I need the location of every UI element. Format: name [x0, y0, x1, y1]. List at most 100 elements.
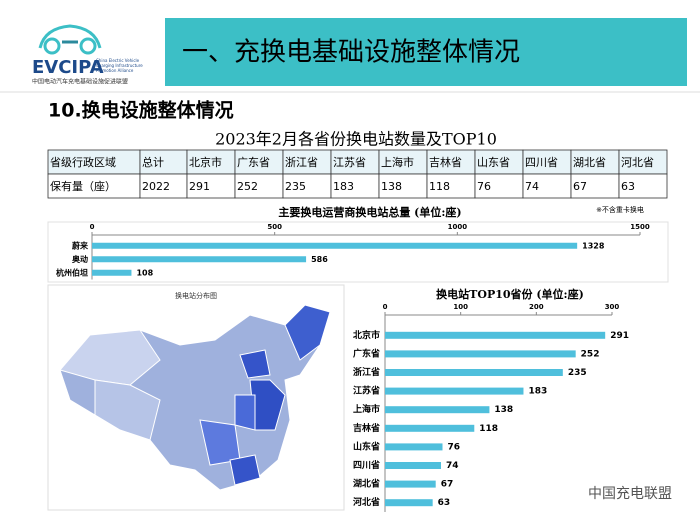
bar [385, 462, 441, 469]
logo-text: EVCIPA [32, 57, 104, 78]
map-title: 换电站分布图 [175, 291, 217, 300]
table-text: 总计 [142, 155, 164, 169]
value-label: 138 [494, 405, 513, 415]
table-text: 183 [333, 180, 354, 193]
table-text: 浙江省 [285, 156, 318, 169]
table-cell [618, 173, 668, 199]
category-label: 奥动 [71, 254, 88, 264]
x-tick-label: 0 [90, 223, 95, 231]
value-label: 63 [438, 498, 451, 508]
table-text: 67 [573, 180, 587, 193]
table-text: 山东省 [477, 156, 510, 169]
x-tick-label: 1500 [630, 223, 650, 231]
chart-title: 主要换电运营商换电站总量 (单位:座) [278, 205, 461, 219]
table-text: 省级行政区域 [50, 155, 116, 169]
value-label: 1328 [582, 241, 605, 250]
title-band [165, 18, 687, 86]
category-label: 杭州伯坦 [56, 267, 88, 277]
table-cell [234, 149, 284, 175]
value-label: 291 [610, 331, 629, 341]
table-cell [618, 149, 668, 175]
chart-title: 换电站TOP10省份 (单位:座) [436, 287, 584, 301]
x-tick-label: 300 [605, 303, 620, 311]
x-tick-label: 200 [529, 303, 544, 311]
bar [385, 387, 524, 395]
watermark: 中国充电联盟 [588, 486, 672, 502]
table-text: 118 [429, 180, 450, 193]
table-cell [47, 149, 141, 175]
x-tick-label: 0 [383, 303, 388, 311]
value-label: 76 [448, 442, 461, 452]
chart-frame [47, 221, 669, 283]
charts: 主要换电运营商换电站总量 (单位:座) ※不含重卡换电 0 500 1000 1500 蔚来… [47, 205, 669, 512]
map-region [239, 349, 271, 379]
bar [385, 331, 606, 339]
x-tick-label: 1000 [448, 223, 468, 231]
table-text: 74 [525, 180, 539, 193]
table-text: 吉林省 [429, 155, 462, 169]
category-label: 江苏省 [353, 385, 380, 397]
table-cell [474, 149, 524, 175]
table-cell [330, 173, 380, 199]
value-label: 235 [568, 368, 587, 378]
category-label: 四川省 [353, 459, 380, 471]
x-tick-label: 500 [267, 223, 282, 231]
bar [92, 256, 307, 263]
table-cell [139, 149, 188, 175]
table-cell [426, 149, 476, 175]
bar [385, 443, 443, 451]
chart-note: ※不含重卡换电 [596, 205, 644, 214]
table: 省级行政区域 总计 北京市 广东省 浙江省 江苏省 上海市 吉林省 山东省 四川省 湖北省 河北省保有… [47, 149, 668, 199]
bar [385, 480, 436, 488]
bar [385, 406, 490, 414]
map: 换电站分布图 [47, 284, 345, 511]
category-label: 湖北省 [353, 478, 380, 490]
table-cell [282, 173, 332, 199]
table-cell [522, 149, 572, 175]
table-text: 河北省 [621, 156, 654, 169]
bar [385, 424, 475, 432]
category-label: 蔚来 [72, 240, 89, 250]
bar [92, 269, 132, 276]
table-text: 上海市 [381, 155, 414, 169]
table-cell [426, 173, 476, 199]
table-cell [378, 173, 428, 199]
table-cell [234, 173, 284, 199]
map-region [234, 394, 256, 431]
table-text: 63 [621, 180, 635, 193]
map-region [94, 379, 161, 441]
table-title: 2023年2月各省份换电站数量及TOP10 [215, 130, 497, 149]
table-text: 四川省 [525, 156, 558, 169]
value-label: 183 [528, 387, 547, 397]
table-text: 北京市 [189, 155, 222, 169]
value-label: 118 [479, 424, 498, 434]
table-text: 江苏省 [333, 156, 366, 169]
category-label: 吉林省 [353, 422, 380, 434]
value-label: 252 [581, 349, 600, 359]
table-text: 76 [477, 180, 491, 193]
table-text: 138 [381, 180, 402, 193]
table-text: 2022 [142, 180, 170, 193]
organization: 中国电动汽车充电基础设施促进联盟 [32, 78, 128, 86]
value-label: 108 [136, 268, 153, 277]
category-label: 河北省 [353, 496, 380, 508]
map-region [284, 304, 331, 361]
table-text: 湖北省 [573, 156, 606, 169]
category-label: 广东省 [353, 347, 380, 359]
table-cell [378, 149, 428, 175]
table-text: 291 [189, 180, 210, 193]
section-title: 10.换电设施整体情况 [48, 99, 234, 122]
category-label: 山东省 [353, 440, 380, 452]
table-cell [570, 173, 620, 199]
bar [92, 242, 578, 249]
logo-subtitle-box: China Electric Vehicle Charging Infrastr… [96, 58, 143, 73]
bar [385, 499, 433, 507]
category-label: 浙江省 [353, 366, 380, 378]
value-label: 74 [446, 461, 459, 471]
table-text: 235 [285, 180, 306, 193]
table-text: 252 [237, 180, 258, 193]
value-label: 67 [441, 480, 454, 490]
category-label: 北京市 [353, 329, 380, 341]
